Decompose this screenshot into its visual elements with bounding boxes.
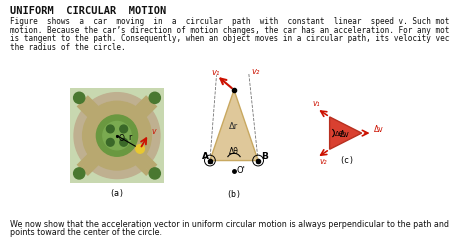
Text: the radius of the circle.: the radius of the circle. <box>10 42 126 51</box>
Text: Δθ: Δθ <box>335 131 344 137</box>
Polygon shape <box>329 117 362 150</box>
Text: v₁: v₁ <box>212 68 220 77</box>
Circle shape <box>103 122 131 150</box>
Circle shape <box>149 93 160 104</box>
Polygon shape <box>210 90 258 161</box>
Text: motion. Because the car’s direction of motion changes, the car has an accelerati: motion. Because the car’s direction of m… <box>10 25 450 34</box>
Circle shape <box>74 93 160 179</box>
Text: Δv: Δv <box>374 124 383 134</box>
Text: B: B <box>256 158 261 164</box>
Text: A: A <box>202 152 209 161</box>
Circle shape <box>74 93 85 104</box>
Circle shape <box>74 168 85 179</box>
Text: Δv: Δv <box>340 129 350 138</box>
Text: UNIFORM  CIRCULAR  MOTION: UNIFORM CIRCULAR MOTION <box>10 6 166 16</box>
Text: v₂: v₂ <box>320 157 327 166</box>
Text: (a): (a) <box>109 188 125 197</box>
Text: Δr: Δr <box>230 122 238 131</box>
Circle shape <box>107 139 114 147</box>
Text: (c): (c) <box>339 155 354 164</box>
Circle shape <box>136 145 144 154</box>
Text: r: r <box>128 133 132 142</box>
Text: Figure  shows  a  car  moving  in  a  circular  path  with  constant  linear  sp: Figure shows a car moving in a circular … <box>10 17 450 26</box>
Text: v: v <box>151 127 156 136</box>
Text: B: B <box>261 152 268 161</box>
Text: We now show that the acceleration vector in uniform circular motion is always pe: We now show that the acceleration vector… <box>10 219 450 228</box>
Circle shape <box>107 125 114 133</box>
Text: (b): (b) <box>226 189 242 198</box>
Text: A: A <box>207 158 212 164</box>
Text: is tangent to the path. Consequently, when an object moves in a circular path, i: is tangent to the path. Consequently, wh… <box>10 34 450 43</box>
Circle shape <box>149 168 160 179</box>
Circle shape <box>120 139 127 147</box>
Text: O: O <box>118 133 124 142</box>
Circle shape <box>120 125 127 133</box>
Text: points toward the center of the circle.: points toward the center of the circle. <box>10 228 162 237</box>
Text: v₂: v₂ <box>251 67 260 76</box>
Text: O': O' <box>237 166 245 174</box>
Text: v₁: v₁ <box>313 99 320 108</box>
Circle shape <box>96 116 138 156</box>
Text: Δθ: Δθ <box>229 146 239 155</box>
